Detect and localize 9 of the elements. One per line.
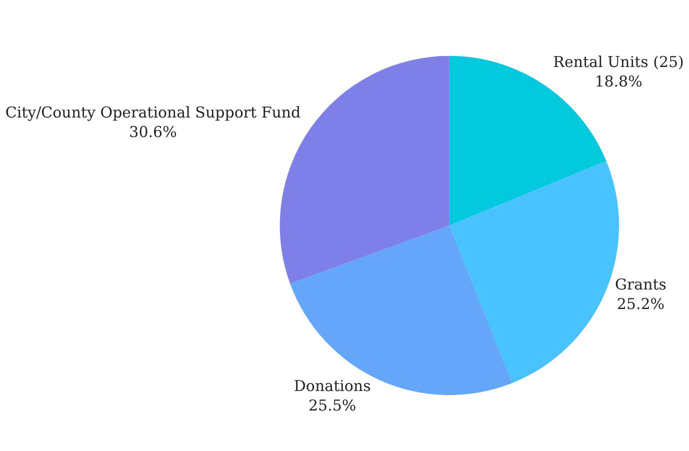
pie-slice: [290, 226, 512, 396]
slice-label: Grants: [614, 276, 666, 294]
data-label: 30.6%: [129, 122, 177, 141]
slice-label: Rental Units (25): [553, 52, 684, 71]
data-label: 25.5%: [308, 396, 356, 415]
data-label: 25.2%: [616, 295, 665, 314]
data-label: 18.8%: [594, 72, 642, 90]
slice-label: City/County Operational Support Fund: [5, 103, 302, 122]
slice-label: Donations: [294, 377, 371, 396]
